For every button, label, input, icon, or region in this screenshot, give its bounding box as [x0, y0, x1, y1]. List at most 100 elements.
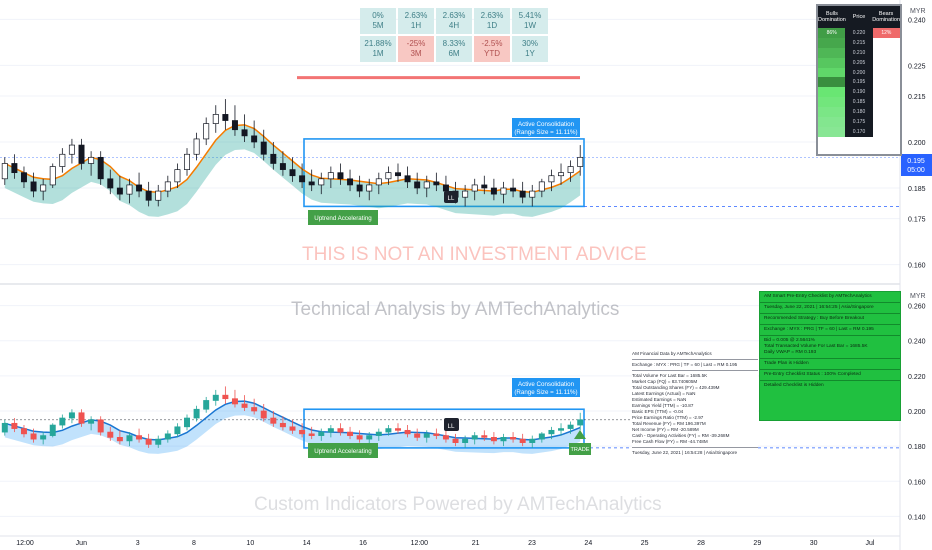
domination-price-cell: 0.195 [845, 77, 873, 88]
domination-header: Bulls Domination Price Bears Domination [818, 6, 900, 28]
watermark-custom: Custom Indicators Powered by AMTechAnaly… [254, 494, 662, 515]
candle-body [385, 172, 392, 180]
domination-row: 0.210 [818, 47, 900, 58]
candle-body [510, 187, 517, 192]
candle-body [20, 172, 27, 183]
candle-body [299, 175, 306, 183]
x-tick-label: Jul [866, 540, 875, 547]
domination-bear-cell [872, 126, 900, 137]
candle-body [203, 123, 210, 140]
performance-value: 2.63% [480, 11, 504, 20]
performance-value: 8.33% [442, 39, 466, 48]
performance-cell: 30% 1Y [512, 36, 548, 62]
candle-body [471, 435, 478, 440]
domination-bear-cell [872, 57, 900, 68]
performance-period: 3M [410, 49, 422, 58]
domination-bull-cell [818, 47, 846, 58]
candle-body [184, 417, 190, 428]
current-price-tag: 0.195 05:00 [901, 154, 932, 176]
financial-line: Earnings Yield (TTM) = -10.87 [632, 403, 694, 408]
candle-body [490, 437, 497, 442]
domination-row: 0.205 [818, 57, 900, 68]
candle-body [164, 433, 171, 440]
x-tick-label: 30 [810, 540, 818, 547]
candle-body [1, 163, 8, 180]
uptrend-text: Uptrend Accelerating [314, 215, 372, 222]
trade-text: TRADE [571, 447, 590, 453]
candle-body [136, 435, 143, 440]
x-tick-label: 8 [192, 540, 196, 547]
candle-body [126, 435, 133, 442]
candle-body [11, 163, 18, 174]
candle-body [519, 438, 526, 443]
performance-period: 1H [410, 21, 422, 30]
checklist-strategy: Recommended Strategy : Buy Before Breako… [764, 316, 864, 321]
x-tick-label: 21 [472, 540, 480, 547]
performance-cell: 8.33% 6M [436, 36, 472, 62]
performance-period: 1W [524, 21, 536, 30]
financial-line: Market Cap (FQ) = 83.740605M [632, 379, 698, 384]
performance-period: 1D [486, 21, 498, 30]
domination-bear-cell [872, 67, 900, 78]
candle-body [222, 114, 229, 121]
y-tick-label: 0.200 [908, 140, 926, 147]
candle-body [164, 181, 171, 192]
candle-body [289, 169, 296, 177]
candle-body [414, 433, 421, 438]
y-tick-label: 0.240 [908, 339, 926, 346]
performance-cell: 0% 5M [360, 8, 396, 34]
candle-body [337, 172, 344, 180]
checklist-status: Pre-Entry Checklist Status : 100% Comple… [764, 372, 861, 377]
candle-body [490, 187, 497, 195]
candle-body [40, 435, 47, 440]
candle-body [414, 181, 421, 189]
candle-body [529, 190, 536, 198]
candle-body [366, 184, 373, 192]
price-header: Price [852, 14, 866, 20]
domination-bear-cell [872, 107, 900, 118]
x-tick-label: 10 [246, 540, 254, 547]
candle-body [289, 426, 296, 431]
watermark-technical: Technical Analysis by AMTechAnalytics [291, 299, 620, 320]
financial-line: Total Revenue (FY) = RM 196.397M [632, 421, 706, 426]
y-tick-label: 0.260 [908, 304, 926, 311]
consolidation-range: (Range Size = 11.11%) [514, 389, 577, 396]
candle-body [251, 407, 258, 412]
candle-body [423, 433, 430, 438]
checklist-line: Daily VWAP = RM 0.193 [764, 350, 817, 355]
consolidation-title: Active Consolidation [518, 121, 575, 128]
candle-body [184, 153, 190, 170]
financial-line: Estimated Earnings = NaN [632, 397, 687, 402]
domination-price-cell: 0.215 [845, 37, 873, 48]
domination-bull-cell [818, 77, 846, 88]
countdown-text: 05:00 [907, 167, 925, 174]
candle-body [538, 181, 545, 192]
watermark-advice: THIS IS NOT AN INVESTMENT ADVICE [302, 244, 647, 265]
consolidation-box [303, 408, 585, 449]
candle-body [59, 153, 66, 167]
domination-row: 0.190 [818, 87, 900, 98]
checklist-title: AM Smart Pre-Entry Checklist by AMTechAn… [764, 294, 872, 299]
candle-body [260, 410, 267, 419]
candle-body [145, 438, 152, 445]
domination-row: 0.185 [818, 97, 900, 108]
financial-timestamp: Tuesday, June 22, 2021 | 16:54:28 | Asia… [632, 450, 738, 455]
candle-body [212, 394, 219, 401]
candle-body [471, 184, 478, 192]
financial-data-panel: AM Financial Data by AMTechAnalytics Exc… [632, 351, 758, 456]
candle-body [68, 144, 75, 155]
domination-price-cell: 0.185 [845, 97, 873, 108]
domination-price-cell: 0.210 [845, 47, 873, 58]
candle-body [78, 412, 85, 424]
performance-cell: 2.63% 1H [398, 8, 434, 34]
domination-bull-cell [818, 37, 846, 48]
candle-body [30, 181, 37, 192]
domination-bull-cell [818, 67, 846, 78]
domination-bear-cell: 12% [872, 28, 900, 38]
financial-line: Net Income (FY) = RM -20.589M [632, 427, 699, 432]
candle-body [375, 431, 382, 436]
candle-body [222, 394, 229, 400]
x-tick-label: 14 [303, 540, 311, 547]
candle-body [327, 172, 334, 180]
axes: 0.240 0.225 0.215 0.200 0.185 0.175 0.160 0.260… [16, 17, 925, 547]
